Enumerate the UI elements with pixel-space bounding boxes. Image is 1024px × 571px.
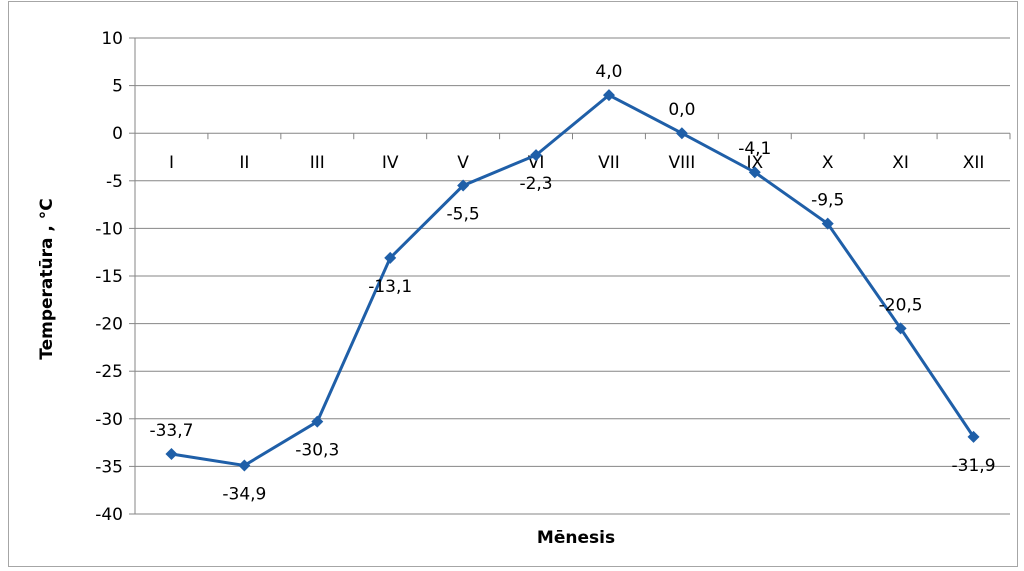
data-label: 4,0 [595, 62, 622, 82]
gridlines [129, 37, 1011, 515]
y-tick-label: -15 [95, 267, 123, 287]
x-tick-label: X [822, 153, 834, 173]
data-point [311, 415, 324, 428]
chart-frame [8, 1, 1018, 567]
data-label: -13,1 [368, 277, 412, 297]
y-tick-label: 5 [112, 77, 123, 97]
y-tick-label: -25 [95, 362, 123, 382]
data-label: -30,3 [295, 441, 339, 461]
y-axis-title: Temperatūra , °C [37, 198, 57, 360]
data-label: -2,3 [519, 174, 552, 194]
x-axis-title: Mēnesis [537, 528, 615, 548]
data-point [675, 127, 688, 140]
data-point [530, 149, 543, 162]
data-point [457, 179, 470, 192]
y-tick-label: -5 [106, 172, 123, 192]
x-tick-label: XII [963, 153, 985, 173]
y-axis-ticks: 10 5 0 -5 -10 -15 -20 -25 -30 -35 -40 [95, 29, 123, 525]
data-point [967, 430, 980, 443]
data-point [238, 459, 251, 472]
series-line [171, 93, 975, 468]
x-tick-label: IX [746, 153, 763, 173]
x-tick-label: VII [598, 153, 620, 173]
x-tick-label: XI [892, 153, 909, 173]
data-point [748, 166, 761, 179]
data-label: -4,1 [738, 139, 771, 159]
y-tick-label: -35 [95, 457, 123, 477]
y-tick-label: -30 [95, 410, 123, 430]
y-tick-label: 10 [101, 29, 123, 49]
y-tick-label: 0 [112, 124, 123, 144]
data-point [165, 448, 178, 461]
data-label: -5,5 [447, 205, 480, 225]
x-tick-label: I [169, 153, 174, 173]
data-label: -33,7 [149, 421, 193, 441]
data-point [894, 322, 907, 335]
data-labels: -33,7 -34,9 -30,3 -13,1 -5,5 -2,3 4,0 0,0 -4,1 -9… [149, 62, 995, 504]
y-tick-label: -40 [95, 505, 123, 525]
data-label: -34,9 [222, 484, 266, 504]
x-tick-label: V [457, 153, 469, 173]
x-tick-label: IV [382, 153, 399, 173]
data-point [821, 217, 834, 230]
x-tick-label: VIII [669, 153, 696, 173]
data-label: -9,5 [811, 191, 844, 211]
data-label: -31,9 [952, 456, 996, 476]
x-axis-ticks: I II III IV V VI VII VIII IX X XI XII [169, 153, 984, 173]
data-label: -20,5 [879, 295, 923, 315]
data-point [602, 89, 615, 102]
data-point [384, 251, 397, 264]
y-tick-label: -20 [95, 315, 123, 335]
y-tick-label: -10 [95, 219, 123, 239]
series-markers [165, 89, 980, 472]
x-tick-label: II [239, 153, 249, 173]
data-label: 0,0 [668, 100, 695, 120]
x-tick-label: III [310, 153, 325, 173]
